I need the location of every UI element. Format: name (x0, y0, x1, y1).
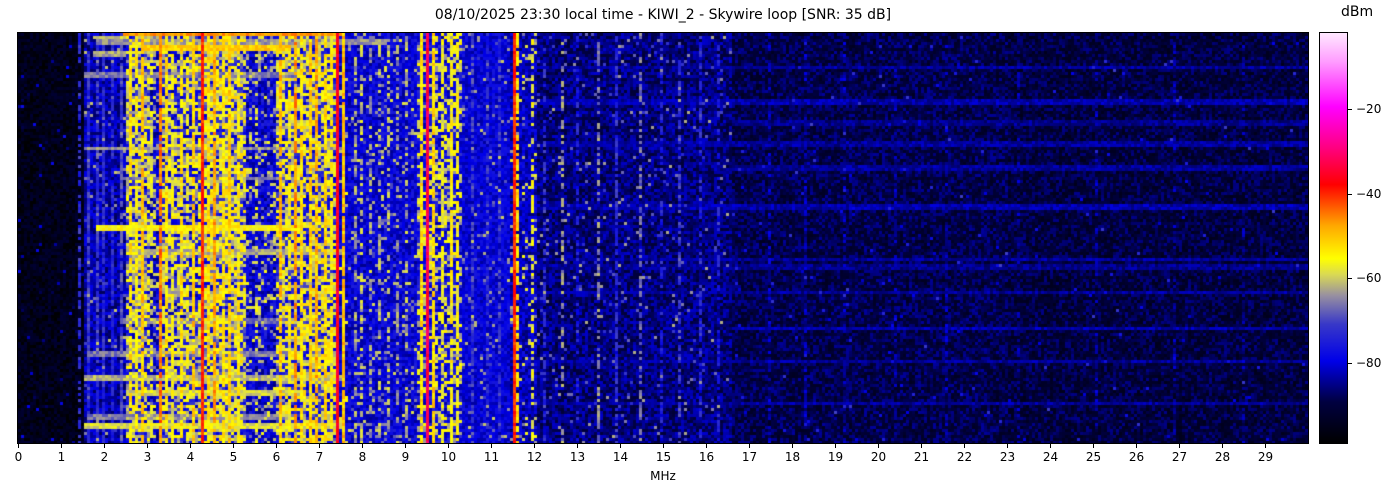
x-tick-label: 19 (827, 450, 844, 464)
x-tick-mark (18, 444, 19, 448)
colorbar-tick-mark (1348, 109, 1352, 111)
colorbar (1319, 32, 1348, 444)
x-tick-mark (190, 444, 191, 448)
x-tick-label: 8 (358, 450, 367, 464)
x-tick-mark (319, 444, 320, 448)
x-tick-mark (491, 444, 492, 448)
x-tick-label: 22 (956, 450, 973, 464)
x-tick-mark (835, 444, 836, 448)
x-tick-mark (921, 444, 922, 448)
x-tick-label: 29 (1257, 450, 1274, 464)
x-tick-label: 16 (698, 450, 715, 464)
x-tick-label: 15 (655, 450, 672, 464)
colorbar-tick-label: −60 (1356, 271, 1382, 286)
plot-area (17, 32, 1309, 444)
x-tick-label: 21 (913, 450, 930, 464)
x-tick-label: 26 (1128, 450, 1145, 464)
x-tick-label: 11 (483, 450, 500, 464)
x-tick-mark (405, 444, 406, 448)
x-axis: 0 1 2 3 4 5 6 7 8 9 10 11 12 13 14 15 16 17 18 19 20 21 22 23 24… (14, 444, 1308, 486)
colorbar-ticks: −20 −40 −60 −80 (1348, 33, 1398, 443)
x-tick-mark (1179, 444, 1180, 448)
x-tick-label: 6 (272, 450, 281, 464)
chart-title: 08/10/2025 23:30 local time - KIWI_2 - S… (434, 7, 892, 23)
x-tick-mark (878, 444, 879, 448)
x-tick-mark (749, 444, 750, 448)
x-tick-label: 13 (569, 450, 586, 464)
x-tick-mark (663, 444, 664, 448)
x-tick-mark (620, 444, 621, 448)
x-tick-mark (104, 444, 105, 448)
x-tick-label: 28 (1214, 450, 1231, 464)
x-tick-mark (362, 444, 363, 448)
x-tick-mark (1265, 444, 1266, 448)
x-tick-label: 2 (100, 450, 109, 464)
x-tick-label: 27 (1171, 450, 1188, 464)
x-tick-mark (233, 444, 234, 448)
x-tick-mark (1136, 444, 1137, 448)
x-tick-mark (1093, 444, 1094, 448)
x-tick-mark (534, 444, 535, 448)
x-tick-label: 3 (143, 450, 152, 464)
x-tick-label: 14 (612, 450, 629, 464)
colorbar-tick-label: −20 (1356, 102, 1382, 117)
x-tick-mark (964, 444, 965, 448)
x-tick-mark (276, 444, 277, 448)
colorbar-tick-mark (1348, 278, 1352, 280)
x-tick-label: 1 (57, 450, 66, 464)
colorbar-unit-label: dBm (1341, 4, 1374, 20)
colorbar-tick-label: −40 (1356, 186, 1382, 201)
x-tick-mark (61, 444, 62, 448)
x-tick-label: 18 (784, 450, 801, 464)
x-tick-label: 5 (229, 450, 238, 464)
x-tick-label: 7 (315, 450, 324, 464)
x-tick-mark (1050, 444, 1051, 448)
x-tick-label: 10 (440, 450, 457, 464)
x-tick-mark (577, 444, 578, 448)
colorbar-tick-label: −80 (1356, 355, 1382, 370)
colorbar-tick-mark (1348, 193, 1352, 195)
x-axis-label: MHz (650, 469, 676, 483)
x-tick-label: 12 (526, 450, 543, 464)
x-tick-label: 9 (401, 450, 410, 464)
x-tick-label: 24 (1042, 450, 1059, 464)
colorbar-gradient (1320, 33, 1347, 443)
x-tick-mark (792, 444, 793, 448)
x-tick-mark (706, 444, 707, 448)
x-tick-label: 17 (741, 450, 758, 464)
x-tick-label: 25 (1085, 450, 1102, 464)
x-tick-label: 4 (186, 450, 195, 464)
x-tick-mark (1222, 444, 1223, 448)
x-tick-label: 23 (999, 450, 1016, 464)
waterfall-canvas (18, 33, 1308, 443)
x-tick-label: 20 (870, 450, 887, 464)
x-tick-mark (147, 444, 148, 448)
x-tick-mark (1007, 444, 1008, 448)
colorbar-tick-mark (1348, 362, 1352, 364)
x-tick-mark (448, 444, 449, 448)
x-tick-label: 0 (14, 450, 23, 464)
